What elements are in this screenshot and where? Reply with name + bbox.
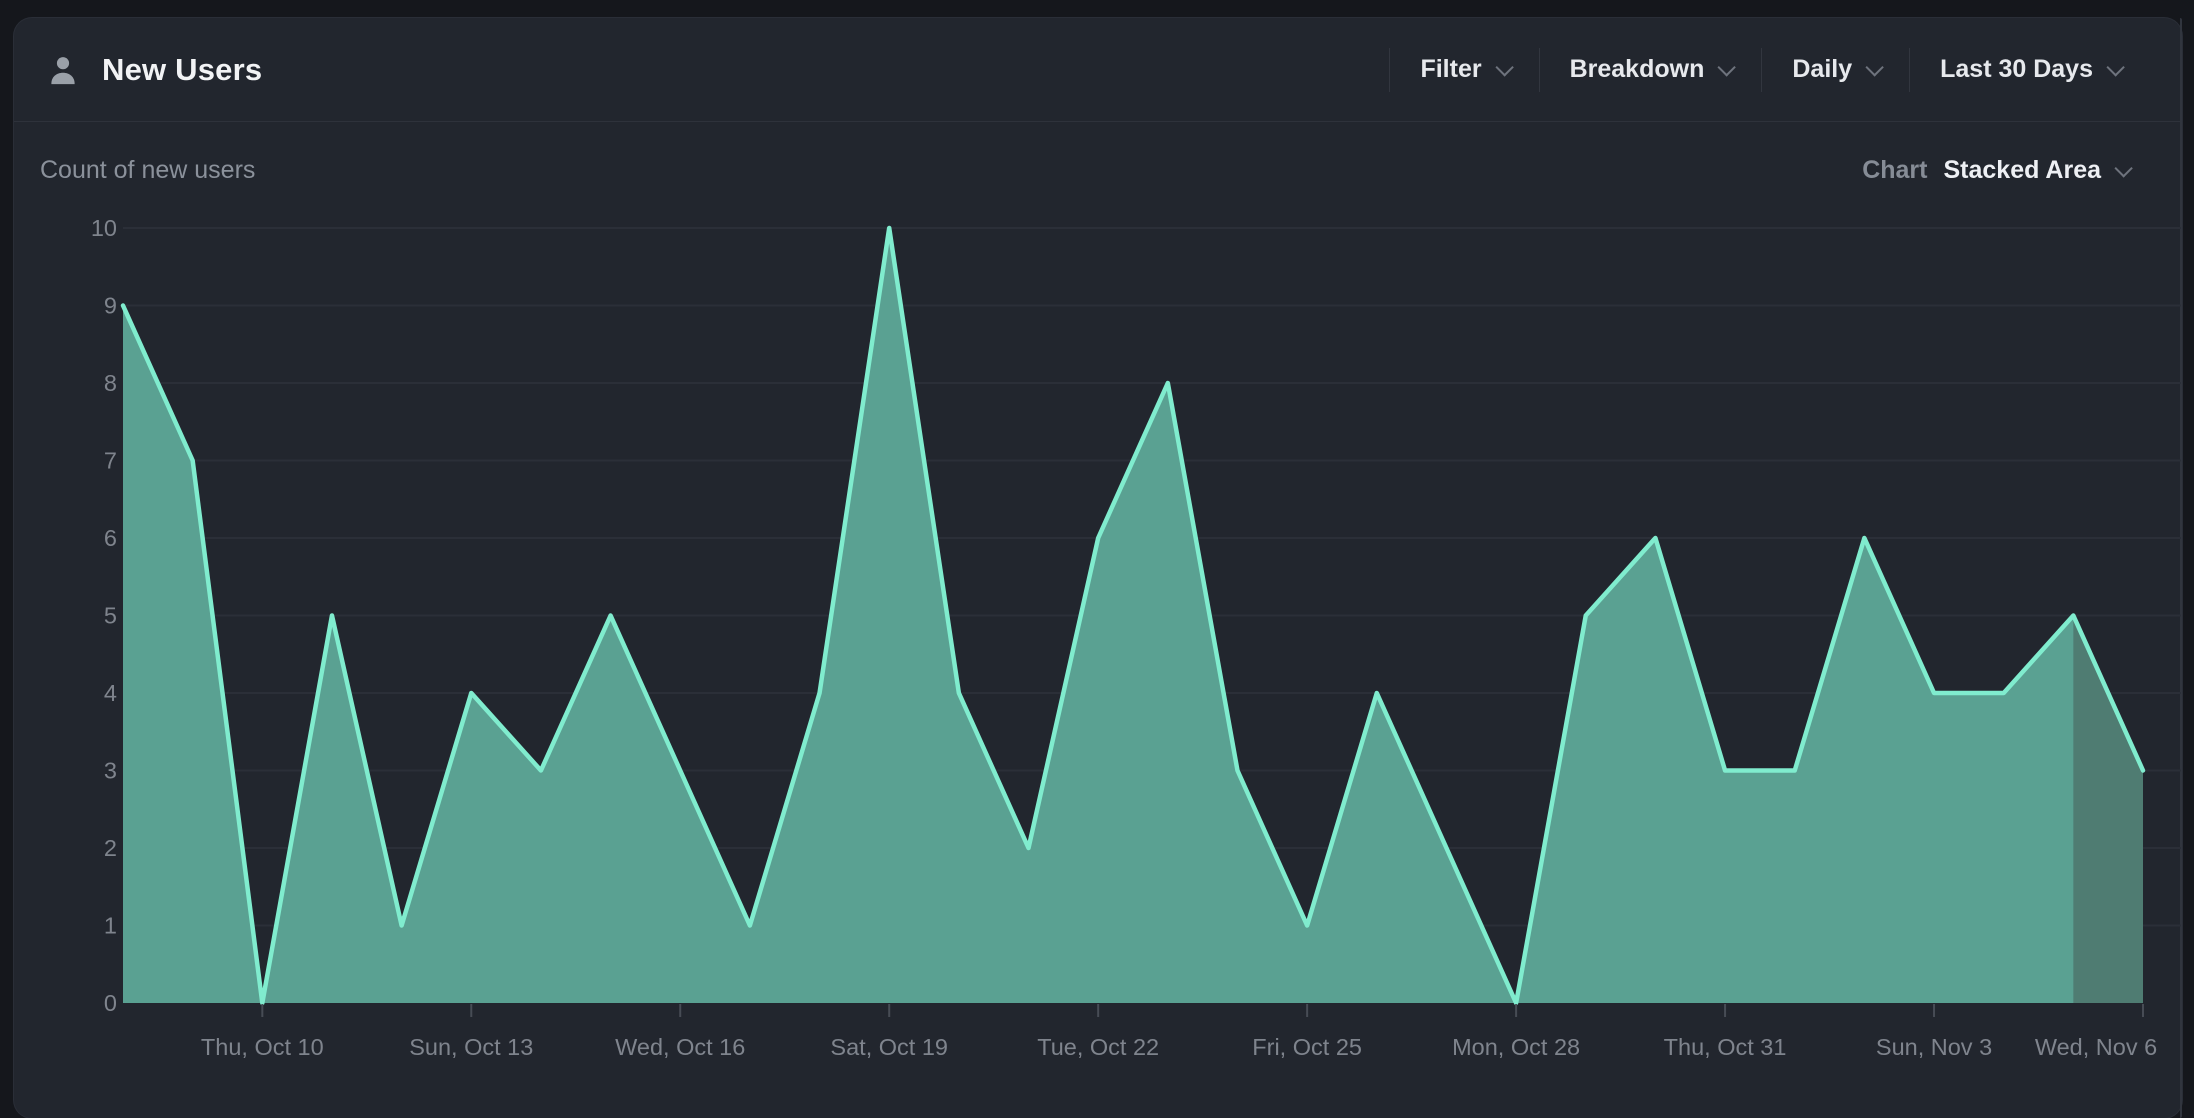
y-axis-label: 2 <box>104 835 117 861</box>
y-axis-label: 0 <box>104 990 117 1016</box>
x-axis-label: Sat, Oct 19 <box>830 1034 948 1060</box>
x-axis-label: Thu, Oct 10 <box>201 1034 324 1060</box>
x-axis-label: Sun, Oct 13 <box>409 1034 533 1060</box>
y-axis-label: 6 <box>104 525 117 551</box>
x-axis-label: Tue, Oct 22 <box>1037 1034 1159 1060</box>
x-axis-label: Fri, Oct 25 <box>1252 1034 1362 1060</box>
y-axis-label: 7 <box>104 448 117 474</box>
x-axis-label: Wed, Nov 6 <box>2035 1034 2157 1060</box>
y-axis-label: 5 <box>104 603 117 629</box>
y-axis-label: 10 <box>91 215 117 241</box>
y-axis-label: 4 <box>104 680 117 706</box>
area-chart-canvas[interactable]: Thu, Oct 10 Sun, Oct 13 Wed, Oct 16 Sat, Oc… <box>0 0 2194 1092</box>
x-axis-label: Mon, Oct 28 <box>1452 1034 1580 1060</box>
y-axis-label: 9 <box>104 293 117 319</box>
x-axis-label: Sun, Nov 3 <box>1876 1034 1992 1060</box>
y-axis-label: 3 <box>104 758 117 784</box>
y-axis-label: 1 <box>104 913 117 939</box>
x-axis-label: Thu, Oct 31 <box>1664 1034 1787 1060</box>
x-axis-label: Wed, Oct 16 <box>615 1034 745 1060</box>
area-fill-incomplete <box>2073 616 2143 1004</box>
y-axis-label: 8 <box>104 370 117 396</box>
